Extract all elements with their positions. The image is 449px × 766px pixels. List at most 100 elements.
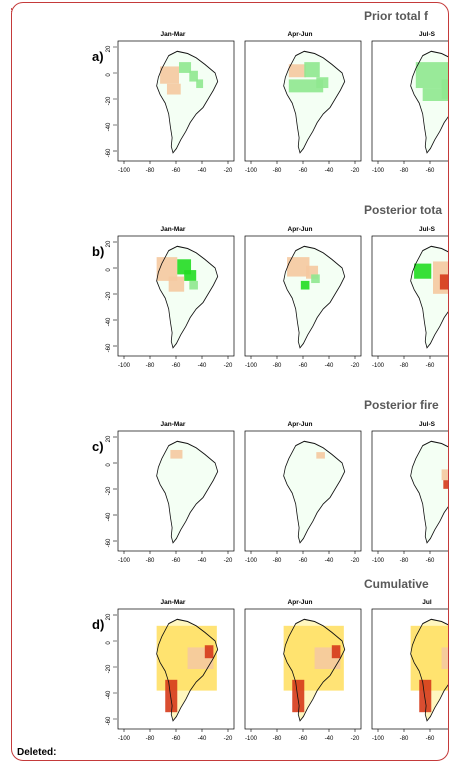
- x-tick-label: -100: [118, 168, 131, 174]
- x-tick-label: -80: [400, 736, 409, 742]
- map-cell: [196, 79, 204, 89]
- continent-outline: [283, 245, 346, 349]
- x-tick-label: -80: [273, 558, 282, 564]
- x-tick-label: -100: [372, 558, 385, 564]
- map-cell: [311, 274, 320, 284]
- map-cell: [287, 257, 310, 277]
- x-tick-label: -20: [351, 168, 360, 174]
- map-cell: [292, 679, 305, 713]
- y-tick-label: -60: [106, 716, 112, 725]
- y-tick-label: -60: [106, 343, 112, 352]
- y-tick-label: 20: [106, 240, 112, 247]
- comment-label: Deleted:: [17, 747, 57, 758]
- y-axis: 20 0 -20 -40 -60: [106, 240, 117, 352]
- x-tick-label: -60: [426, 168, 435, 174]
- map-plot: -100 -80 -60 -40 -20: [244, 40, 362, 174]
- x-tick-label: -100: [245, 558, 258, 564]
- map-cell: [316, 77, 329, 89]
- x-tick-label: -80: [273, 736, 282, 742]
- x-tick-label: -20: [351, 558, 360, 564]
- map-plot: -100 -80 -60 -40 -20: [117, 40, 235, 174]
- x-tick-label: -40: [325, 168, 334, 174]
- map-cell: [441, 469, 448, 481]
- continent-outline: [410, 50, 448, 154]
- x-tick-label: -100: [118, 558, 131, 564]
- x-tick-label: -80: [400, 168, 409, 174]
- y-axis: 20 0 -20 -40 -60: [106, 613, 117, 725]
- map-cell: [419, 679, 432, 713]
- map-cell: [189, 280, 198, 290]
- map-cell: [204, 645, 214, 659]
- map-plot: -100 -80 -60: [371, 40, 448, 174]
- panel-title: Posterior fire: [364, 398, 439, 412]
- x-tick-label: -20: [224, 558, 233, 564]
- map-cell: [331, 645, 341, 659]
- map-cell: [189, 70, 198, 82]
- y-tick-label: 20: [106, 435, 112, 442]
- x-tick-label: -40: [198, 558, 207, 564]
- panel-title: Prior total f: [364, 9, 429, 23]
- x-tick-label: -40: [198, 168, 207, 174]
- map-cell: [170, 449, 183, 459]
- continent-fill: [283, 441, 345, 543]
- x-tick-label: -60: [299, 558, 308, 564]
- panel-label: c): [92, 439, 104, 454]
- continent-outline: [156, 618, 219, 722]
- y-tick-label: 0: [106, 641, 112, 645]
- continent-fill: [410, 441, 448, 543]
- continent-outline: [283, 440, 346, 544]
- map-title: Apr-Jun: [287, 421, 313, 428]
- panel-label: d): [92, 617, 105, 632]
- map-cell: [166, 83, 181, 95]
- y-tick-label: -60: [106, 148, 112, 157]
- y-tick-label: -20: [106, 96, 112, 105]
- map-plot: -100 -80 -60 -40 -20: [244, 235, 362, 369]
- x-tick-label: -40: [325, 736, 334, 742]
- map-cell: [441, 647, 448, 669]
- map-cell: [179, 62, 192, 73]
- x-tick-label: -20: [224, 363, 233, 369]
- x-tick-label: -60: [299, 168, 308, 174]
- x-tick-label: -100: [118, 363, 131, 369]
- x-tick-label: -80: [146, 736, 155, 742]
- x-tick-label: -80: [273, 363, 282, 369]
- x-tick-label: -40: [198, 363, 207, 369]
- map-plot: -100 -80 -60 -40 -20: [117, 608, 235, 742]
- x-tick-label: -60: [172, 558, 181, 564]
- panel-label: b): [92, 244, 105, 259]
- map-cell: [414, 263, 432, 279]
- x-tick-label: -100: [245, 363, 258, 369]
- x-tick-label: -100: [118, 736, 131, 742]
- continent-outline: [156, 50, 219, 154]
- y-tick-label: -40: [106, 122, 112, 131]
- map-cell: [160, 66, 179, 84]
- x-tick-label: -80: [146, 363, 155, 369]
- x-tick-label: -60: [172, 168, 181, 174]
- x-tick-label: -60: [426, 558, 435, 564]
- comment-balloon[interactable]: Prior total f a) 20 0 -20 -40 -60 Jan-Mar -100 -8…: [11, 2, 449, 761]
- x-tick-label: -60: [426, 363, 435, 369]
- y-axis: 20 0 -20 -40 -60: [106, 45, 117, 157]
- x-tick-label: -80: [146, 558, 155, 564]
- continent-outline: [410, 440, 448, 544]
- map-title: Apr-Jun: [287, 31, 313, 38]
- map-cell: [439, 274, 448, 290]
- x-tick-label: -40: [325, 558, 334, 564]
- map-title: Jul-S: [419, 421, 435, 428]
- x-tick-label: -100: [372, 168, 385, 174]
- x-tick-label: -20: [351, 363, 360, 369]
- continent-outline: [283, 618, 346, 722]
- continent-outline: [156, 440, 219, 544]
- continent-outline: [283, 50, 346, 154]
- panel-title: Cumulative: [364, 577, 429, 591]
- continent-outline: [410, 618, 448, 722]
- x-tick-label: -60: [299, 363, 308, 369]
- continent-fill: [156, 441, 218, 543]
- map-plot: -100 -80 -60 -40 -20: [117, 235, 235, 369]
- y-tick-label: -60: [106, 538, 112, 547]
- y-tick-label: 0: [106, 463, 112, 467]
- panel-title: Posterior tota: [364, 203, 443, 217]
- x-tick-label: -60: [172, 736, 181, 742]
- map-plot: -100 -80 -60 -40 -20: [244, 430, 362, 564]
- x-tick-label: -80: [273, 168, 282, 174]
